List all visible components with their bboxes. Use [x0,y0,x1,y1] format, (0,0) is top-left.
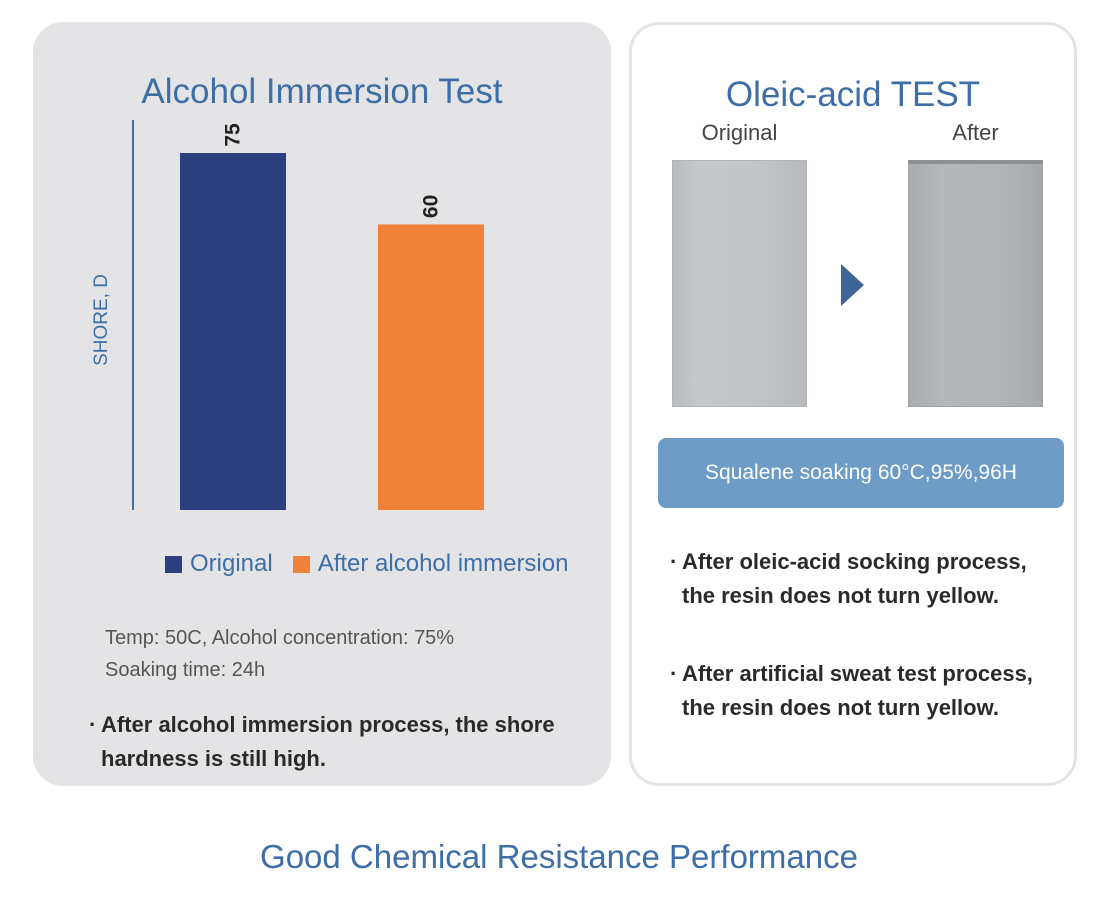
chart-legend: Original After alcohol immersion [165,549,588,579]
bar-value-label-original: 75 [222,123,245,147]
legend-swatch-original [165,555,182,573]
test-conditions-line-2: Soaking time: 24h [105,659,266,681]
y-axis-label: SHORE, D [91,274,112,366]
legend-swatch-after [292,555,310,573]
footer-title: Good Chemical Resistance Performance [260,838,858,875]
alcohol-immersion-panel: Alcohol Immersion Test SHORE, D 75 60 Ori… [33,22,611,786]
alcohol-test-title: Alcohol Immersion Test [141,72,503,111]
shore-hardness-chart: SHORE, D 75 60 [91,120,484,510]
alcohol-result-text: After alcohol immersion process, the sho… [101,712,555,771]
oleic-result-text-1: After oleic-acid socking process, the re… [682,549,1027,608]
oleic-result-bullet-2: · After artificial sweat test process, t… [670,657,1062,725]
bars-group: 75 60 [180,123,484,510]
sample-label-after: After [952,120,999,145]
test-conditions-line-1: Temp: 50C, Alcohol concentration: 75% [105,627,455,649]
soaking-condition-banner: Squalene soaking 60°C,95%,96H [658,438,1064,508]
sample-label-original: Original [701,120,778,145]
sample-original-image [672,160,807,407]
legend-item-after: After alcohol immersion [292,550,569,578]
oleic-test-title: Oleic-acid TEST [725,75,981,114]
oleic-result-bullet-1: · After oleic-acid socking process, the … [670,545,1062,613]
bullet-dot: · [670,661,678,686]
play-arrow-icon [841,264,864,306]
bullet-dot: · [89,712,97,737]
legend-label-after: After alcohol immersion [317,550,569,577]
oleic-result-text-2: After artificial sweat test process, the… [682,661,1033,720]
alcohol-result-bullet: · After alcohol immersion process, the s… [89,708,621,776]
bar-original [180,153,286,510]
bullet-dot: · [670,549,678,574]
bar-value-label-after-immersion: 60 [420,195,443,218]
legend-label-original: Original [190,550,273,577]
legend-item-original: Original [165,550,273,578]
sample-after-image [908,160,1043,407]
oleic-acid-panel: Oleic-acid TEST Original After Squalene … [629,22,1077,786]
bar-after-immersion [378,224,484,510]
